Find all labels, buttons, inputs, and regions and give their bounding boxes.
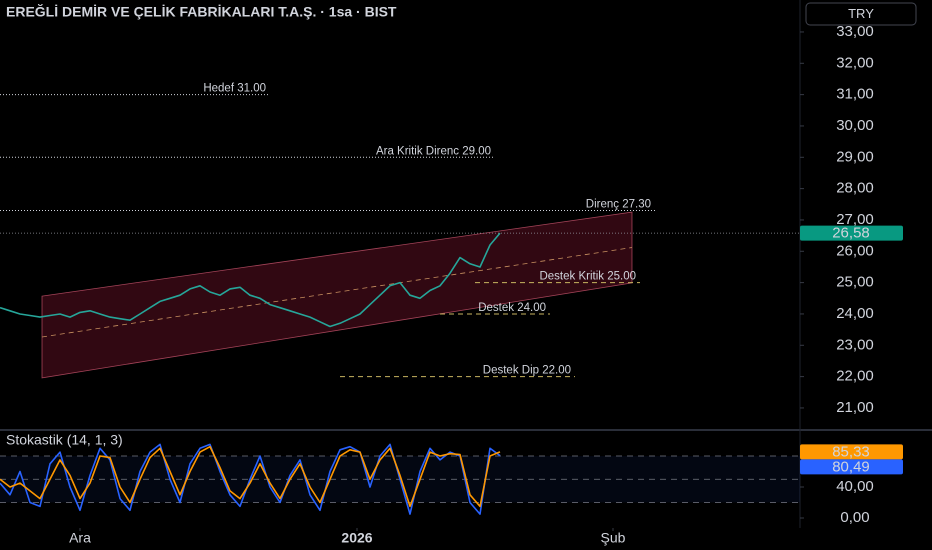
- x-tick-label: 2026: [341, 530, 372, 546]
- y-tick-label: 25,00: [836, 274, 874, 291]
- channel-midline: [41, 247, 633, 338]
- y-tick-label: 26,00: [836, 242, 874, 259]
- y-tick-label: 40,00: [836, 478, 874, 495]
- x-tick-label: Ara: [69, 530, 91, 546]
- y-tick-label: 24,00: [836, 305, 874, 322]
- y-tick-label: 29,00: [836, 148, 874, 165]
- level-label: Destek Kritik 25.00: [539, 271, 636, 283]
- indicator-title: Stokastik (14, 1, 3): [6, 432, 123, 448]
- price-tag-label: 80,49: [832, 458, 870, 475]
- y-tick-label: 31,00: [836, 86, 874, 103]
- level-label: Hedef 31.00: [203, 83, 266, 95]
- series-line: [0, 443, 501, 515]
- currency-box[interactable]: [805, 2, 917, 26]
- currency[interactable]: TRY: [848, 6, 874, 21]
- price-tag: [800, 225, 903, 241]
- y-tick-label: 21,00: [836, 399, 874, 416]
- price-tag: [800, 444, 903, 460]
- level-label: Destek 24.00: [478, 302, 546, 314]
- series-line: [0, 232, 501, 328]
- y-tick-label: 32,00: [836, 54, 874, 71]
- y-tick-label: 22,00: [836, 368, 874, 385]
- y-tick-label: 27,00: [836, 211, 874, 228]
- y-tick-label: 30,00: [836, 117, 874, 134]
- series-line: [0, 445, 501, 508]
- price-tag: [800, 459, 903, 475]
- level-label: Ara Kritik Direnc 29.00: [376, 145, 491, 157]
- y-tick-label: 33,00: [836, 23, 874, 40]
- y-tick-label: 23,00: [836, 336, 874, 353]
- level-label: Direnç 27.30: [586, 199, 651, 211]
- chart-title: EREĞLİ DEMİR VE ÇELİK FABRİKALARI T.A.Ş.…: [6, 3, 397, 20]
- x-tick-label: Şub: [601, 530, 626, 546]
- level-label: Destek Dip 22.00: [483, 365, 571, 377]
- price-tag-label: 85,33: [832, 443, 870, 460]
- price-tag-label: 26,58: [832, 225, 870, 242]
- y-tick-label: 28,00: [836, 180, 874, 197]
- y-tick-label: 0,00: [840, 509, 869, 526]
